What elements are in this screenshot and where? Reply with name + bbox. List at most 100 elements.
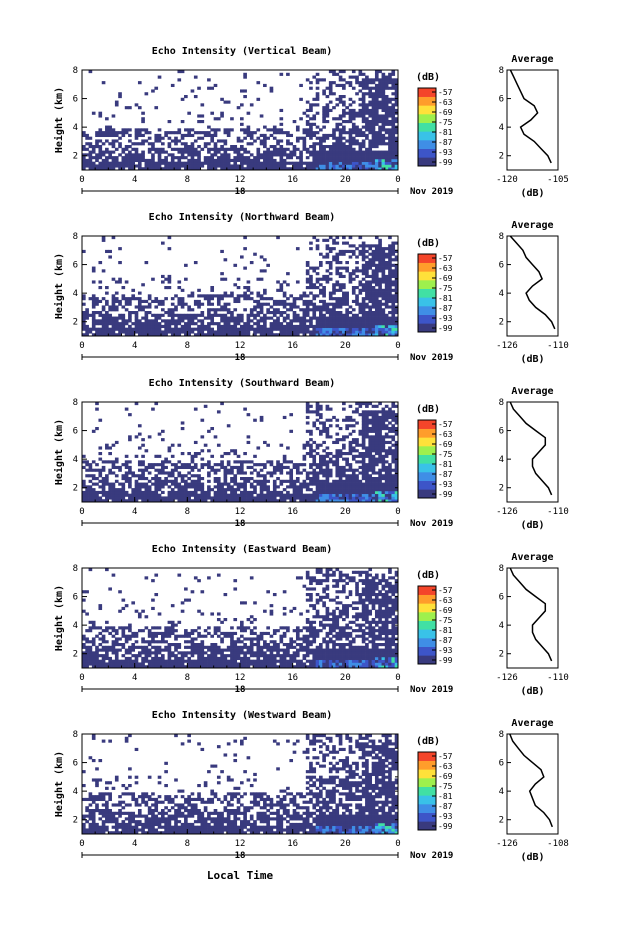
- heatmap-cell: [91, 319, 96, 323]
- heatmap-cell: [121, 305, 126, 309]
- heatmap-cell: [361, 244, 366, 248]
- heatmap-cell: [230, 291, 234, 295]
- heatmap-cell: [95, 407, 99, 411]
- heatmap-cell: [299, 490, 303, 495]
- heatmap-cell: [91, 482, 96, 486]
- heatmap-cell: [358, 81, 363, 85]
- heatmap-cell: [348, 482, 353, 486]
- heatmap-cell: [374, 316, 379, 320]
- heatmap-cell: [154, 479, 159, 483]
- heatmap-cell: [230, 324, 234, 329]
- heatmap-cell: [118, 609, 122, 613]
- heatmap-cell: [391, 299, 396, 304]
- heatmap-cell: [309, 302, 313, 306]
- colorbar-swatch: [418, 463, 436, 473]
- heatmap-cell: [358, 479, 363, 483]
- heatmap-cell: [256, 313, 261, 317]
- heatmap-cell: [108, 316, 112, 320]
- heatmap-cell: [197, 333, 201, 337]
- heatmap-cell: [378, 460, 382, 464]
- heatmap-cell: [371, 78, 376, 82]
- heatmap-cell: [240, 463, 244, 467]
- heatmap-cell: [144, 615, 149, 619]
- heatmap-cell: [180, 601, 185, 605]
- heatmap-cell: [345, 490, 349, 495]
- heatmap-cell: [203, 499, 208, 503]
- heatmap-cell: [154, 468, 159, 472]
- heatmap-cell: [338, 316, 343, 320]
- heatmap-cell: [151, 496, 155, 500]
- heatmap-cell: [101, 316, 106, 320]
- heatmap-cell: [348, 139, 353, 143]
- heatmap-cell: [151, 656, 155, 661]
- heatmap-cell: [91, 662, 96, 666]
- heatmap-cell: [223, 330, 228, 334]
- heatmap-cell: [391, 327, 396, 331]
- heatmap-cell: [249, 319, 254, 323]
- heatmap-cell: [368, 158, 373, 163]
- heatmap-cell: [98, 131, 103, 135]
- heatmap-cell: [200, 120, 205, 124]
- heatmap-cell: [365, 272, 369, 276]
- heatmap-cell: [348, 485, 353, 489]
- heatmap-cell: [348, 333, 353, 337]
- heatmap-cell: [256, 81, 261, 85]
- heatmap-cell: [180, 120, 185, 124]
- heatmap-cell: [322, 449, 326, 453]
- heatmap-cell: [361, 283, 366, 287]
- heatmap-cell: [101, 142, 106, 146]
- heatmap-cell: [197, 496, 201, 500]
- heatmap-cell: [216, 164, 221, 168]
- heatmap-cell: [114, 465, 119, 470]
- heatmap-cell: [388, 485, 392, 489]
- heatmap-cell: [391, 319, 396, 323]
- heatmap-cell: [378, 449, 382, 453]
- heatmap-cell: [338, 261, 343, 265]
- heatmap-cell: [220, 249, 224, 254]
- heatmap-cell: [226, 164, 231, 168]
- heatmap-cell: [342, 465, 346, 470]
- heatmap-cell: [391, 280, 396, 284]
- heatmap-cell: [361, 454, 366, 458]
- heatmap-cell: [391, 443, 396, 447]
- heatmap-cell: [342, 493, 346, 497]
- y-tick-label: 2: [73, 152, 78, 162]
- average-y-tick-label: 2: [499, 152, 504, 162]
- heatmap-cell: [131, 297, 136, 301]
- heatmap-cell: [177, 158, 182, 163]
- heatmap-cell: [118, 92, 122, 96]
- heatmap-cell: [157, 463, 162, 467]
- heatmap-cell: [384, 136, 389, 140]
- heatmap-cell: [355, 131, 359, 135]
- heatmap-cell: [243, 308, 247, 312]
- heatmap-cell: [368, 477, 373, 481]
- heatmap-cell: [374, 477, 379, 481]
- heatmap-cell: [147, 324, 152, 329]
- heatmap-cell: [174, 629, 178, 633]
- heatmap-cell: [325, 319, 330, 323]
- heatmap-cell: [118, 302, 122, 306]
- heatmap-cell: [226, 452, 231, 456]
- heatmap-cell: [190, 153, 195, 157]
- heatmap-cell: [355, 114, 359, 118]
- heatmap-cell: [101, 465, 106, 470]
- heatmap-cell: [197, 662, 201, 666]
- heatmap-cell: [299, 482, 303, 486]
- heatmap-cell: [368, 125, 373, 129]
- heatmap-cell: [85, 308, 89, 312]
- heatmap-cell: [381, 108, 386, 113]
- heatmap-cell: [361, 319, 366, 323]
- heatmap-cell: [82, 665, 86, 669]
- heatmap-cell: [197, 477, 201, 481]
- heatmap-cell: [170, 139, 175, 143]
- heatmap-cell: [105, 291, 109, 295]
- heatmap-cell: [371, 294, 376, 298]
- heatmap-cell: [378, 266, 382, 270]
- heatmap-cell: [253, 418, 257, 422]
- heatmap-cell: [249, 308, 254, 312]
- heatmap-cell: [391, 106, 396, 110]
- heatmap-cell: [299, 330, 303, 334]
- heatmap-cell: [272, 471, 277, 475]
- heatmap-cell: [180, 147, 185, 151]
- heatmap-cell: [295, 327, 300, 331]
